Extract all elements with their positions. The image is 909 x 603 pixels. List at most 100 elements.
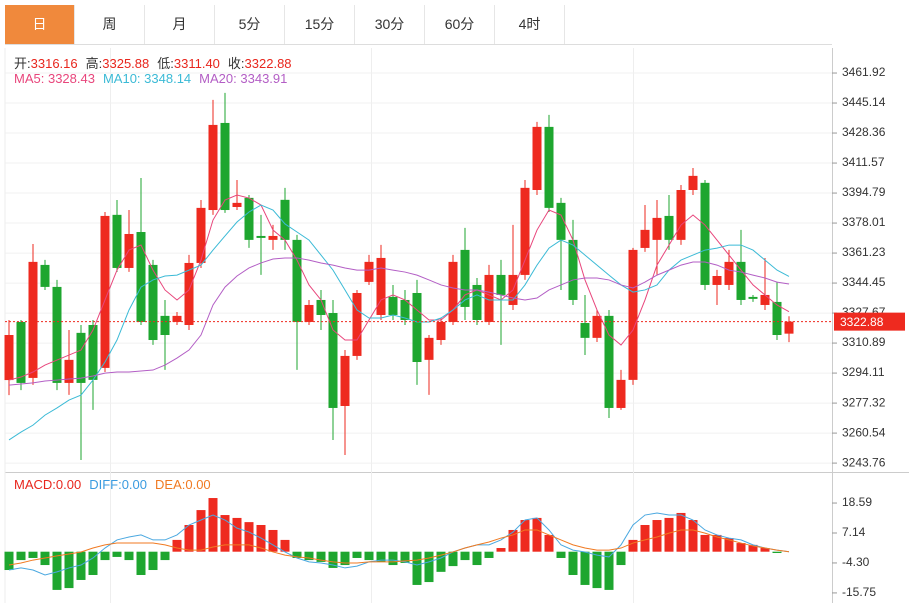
ma-name: MA5:: [14, 71, 45, 86]
candle-body: [676, 190, 686, 240]
macd-bar: [736, 543, 746, 552]
y-tick-label: 3310.89: [842, 335, 886, 349]
candle-body: [268, 235, 278, 240]
macd-bar: [364, 551, 374, 561]
ma-line: [8, 257, 790, 386]
candle-body: [340, 355, 350, 406]
candle-body: [88, 324, 98, 380]
ma-line: [8, 204, 790, 441]
candle-body: [580, 323, 590, 338]
ma-value: 3343.91: [240, 71, 288, 86]
y-tick-label: 3394.79: [842, 185, 886, 199]
y-tick-label: 3344.45: [842, 275, 886, 289]
candle-body: [376, 257, 386, 315]
macd-bar: [316, 551, 326, 562]
ohlc-name: 高:: [85, 56, 103, 71]
candle-body: [604, 315, 614, 408]
candle-body: [136, 232, 146, 322]
candle-body: [64, 359, 74, 383]
macd-bar: [352, 551, 362, 558]
candle-body: [220, 122, 230, 211]
ma-name: MA10:: [102, 71, 141, 86]
macd-bar: [340, 551, 350, 566]
ohlc-item: 高:3325.88: [86, 56, 150, 71]
macd-bar: [220, 515, 230, 552]
candle-body: [328, 313, 338, 408]
candle-body: [484, 274, 494, 322]
macd-bar: [148, 551, 158, 571]
candle-body: [520, 187, 530, 275]
y-tick-label: -15.75: [842, 585, 876, 599]
period-tab[interactable]: 15分: [285, 5, 355, 44]
macd-line: [8, 529, 790, 566]
period-tab[interactable]: 5分: [215, 5, 285, 44]
macd-bar: [748, 544, 758, 552]
period-tab[interactable]: 月: [145, 5, 215, 44]
ohlc-value: 3316.16: [30, 56, 78, 71]
candle-body: [148, 264, 158, 341]
macd-bar: [388, 551, 398, 566]
macd-bar: [172, 539, 182, 552]
period-tab[interactable]: 周: [75, 5, 145, 44]
period-tab[interactable]: 日: [5, 5, 75, 44]
y-tick-label: 18.59: [842, 495, 872, 509]
candle-body: [52, 286, 62, 383]
ma-value: 3348.14: [144, 71, 192, 86]
current-price-label: 3322.88: [840, 315, 884, 329]
macd-legend-name: DEA:: [155, 477, 186, 492]
macd-legend-value: 0.00: [55, 477, 82, 492]
candle-body: [712, 276, 722, 285]
candle-body: [316, 299, 326, 315]
candle-body: [448, 261, 458, 322]
y-tick-label: 3461.92: [842, 65, 886, 79]
macd-bar: [304, 551, 314, 561]
macd-bar: [640, 524, 650, 552]
macd-bar: [64, 551, 74, 589]
macd-bar: [616, 551, 626, 566]
macd-bar: [556, 551, 566, 558]
candle-body: [664, 215, 674, 240]
candle-body: [112, 214, 122, 268]
period-tab[interactable]: 30分: [355, 5, 425, 44]
period-tab[interactable]: 4时: [495, 5, 565, 44]
candle-body: [40, 264, 50, 287]
ohlc-name: 收:: [227, 56, 245, 71]
y-tick-label: 3243.76: [842, 455, 886, 469]
candle-body: [760, 294, 770, 305]
macd-bar: [472, 551, 482, 566]
candle-body: [256, 235, 266, 238]
candle-body: [748, 296, 758, 299]
macd-legend-item: MACD:0.00: [14, 477, 81, 492]
ohlc-name: 低:: [157, 56, 174, 71]
macd-bar: [16, 551, 26, 561]
y-tick-label: 3294.11: [842, 365, 885, 379]
candle-body: [628, 249, 638, 380]
candle-body: [784, 321, 794, 334]
macd-bar: [520, 520, 530, 552]
candle-body: [16, 321, 26, 383]
candle-body: [556, 202, 566, 240]
candle-body: [184, 262, 194, 325]
y-tick-label: 7.14: [842, 525, 866, 539]
macd-bar: [100, 551, 110, 561]
macd-legend: MACD:0.00 DIFF:0.00 DEA:0.00: [14, 477, 219, 492]
candle-body: [76, 332, 86, 383]
macd-bar: [676, 512, 686, 552]
macd-bars: [4, 498, 782, 590]
ohlc-value: 3311.40: [173, 56, 220, 71]
candle-body: [436, 321, 446, 341]
candle-body: [472, 284, 482, 320]
candle-body: [196, 207, 206, 263]
candle-body: [172, 315, 182, 322]
ohlc-item: 开:3316.16: [14, 56, 78, 71]
candle-body: [616, 379, 626, 408]
macd-bar: [760, 548, 770, 552]
macd-bar: [724, 538, 734, 552]
candles: [4, 92, 794, 460]
macd-bar: [88, 551, 98, 575]
macd-bar: [688, 520, 698, 552]
candle-body: [100, 215, 110, 368]
macd-bar: [484, 551, 494, 558]
period-tab[interactable]: 60分: [425, 5, 495, 44]
